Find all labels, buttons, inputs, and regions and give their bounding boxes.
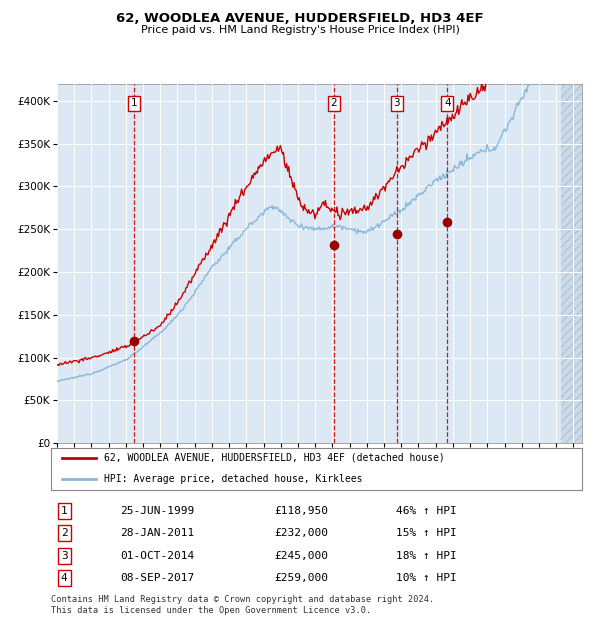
Text: 10% ↑ HPI: 10% ↑ HPI	[396, 574, 457, 583]
Text: £118,950: £118,950	[274, 506, 328, 516]
Text: 46% ↑ HPI: 46% ↑ HPI	[396, 506, 457, 516]
Text: 3: 3	[61, 551, 68, 561]
Text: 28-JAN-2011: 28-JAN-2011	[120, 528, 194, 538]
Text: £259,000: £259,000	[274, 574, 328, 583]
Text: 62, WOODLEA AVENUE, HUDDERSFIELD, HD3 4EF (detached house): 62, WOODLEA AVENUE, HUDDERSFIELD, HD3 4E…	[104, 453, 445, 463]
Text: £232,000: £232,000	[274, 528, 328, 538]
Text: 1: 1	[61, 506, 68, 516]
Text: HPI: Average price, detached house, Kirklees: HPI: Average price, detached house, Kirk…	[104, 474, 362, 484]
Text: 08-SEP-2017: 08-SEP-2017	[120, 574, 194, 583]
Text: 15% ↑ HPI: 15% ↑ HPI	[396, 528, 457, 538]
Text: 2: 2	[331, 99, 337, 108]
Text: 25-JUN-1999: 25-JUN-1999	[120, 506, 194, 516]
Text: 01-OCT-2014: 01-OCT-2014	[120, 551, 194, 561]
Text: 18% ↑ HPI: 18% ↑ HPI	[396, 551, 457, 561]
Text: 1: 1	[131, 99, 137, 108]
Text: Price paid vs. HM Land Registry's House Price Index (HPI): Price paid vs. HM Land Registry's House …	[140, 25, 460, 35]
Text: 4: 4	[444, 99, 451, 108]
Text: £245,000: £245,000	[274, 551, 328, 561]
Text: 62, WOODLEA AVENUE, HUDDERSFIELD, HD3 4EF: 62, WOODLEA AVENUE, HUDDERSFIELD, HD3 4E…	[116, 12, 484, 25]
Bar	[562, 84, 582, 443]
Text: Contains HM Land Registry data © Crown copyright and database right 2024.
This d: Contains HM Land Registry data © Crown c…	[51, 595, 434, 614]
Text: 4: 4	[61, 574, 68, 583]
Text: 2: 2	[61, 528, 68, 538]
Text: 3: 3	[394, 99, 400, 108]
